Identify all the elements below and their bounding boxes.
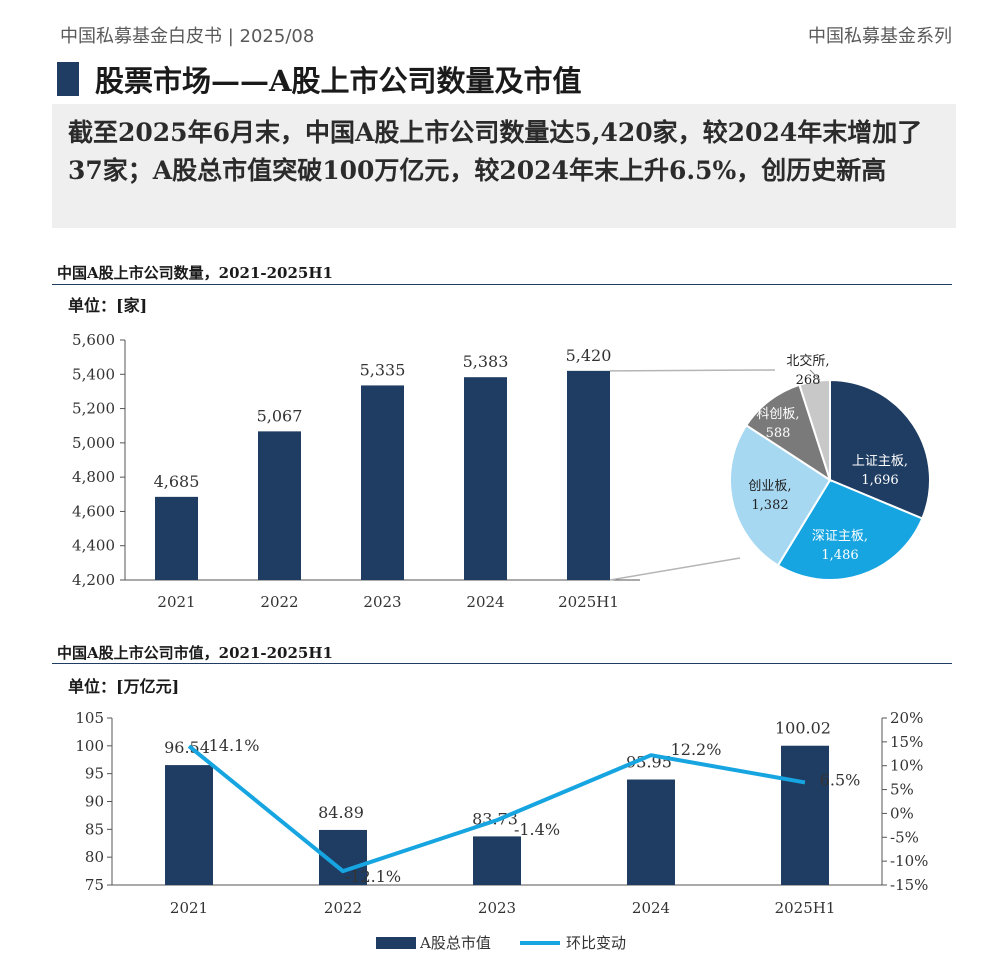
right-tick-label: 10% (890, 757, 923, 775)
y-tick-label: 5,200 (72, 400, 115, 418)
pie-slice (829, 378, 931, 520)
x-tick-label: 2024 (466, 593, 504, 611)
market-cap-label: 100.02 (775, 719, 831, 738)
pie-slice-name: 深证主板, (812, 529, 868, 544)
pie-slice-value: 268 (796, 373, 821, 388)
chart2-unit: 单位：[万亿元] (68, 677, 180, 696)
y-tick-label: 4,800 (72, 468, 115, 486)
chart2-divider (52, 663, 952, 664)
x-tick-label: 2024 (632, 899, 670, 917)
right-tick-label: -5% (890, 828, 919, 846)
market-cap-label: 84.89 (318, 803, 364, 822)
pie-slice (729, 423, 832, 567)
change-line (187, 744, 806, 874)
bar (155, 496, 198, 580)
pie-slice (776, 478, 924, 581)
chart1-divider (52, 284, 952, 285)
change-label: 6.5% (820, 770, 861, 789)
chart1-title: 中国A股上市公司数量，2021-2025H1 (57, 264, 333, 282)
legend-item-change: 环比变动 (520, 932, 626, 953)
market-cap-combo-chart: 75 80 85 90 95 100 105 -15% -10% -5% 0% 5% 10% 15% 20%… (75, 709, 928, 917)
right-tick-label: 20% (890, 709, 923, 727)
chart2-title: 中国A股上市公司市值，2021-2025H1 (57, 644, 333, 662)
x-tick-label: 2025H1 (775, 899, 836, 917)
market-cap-label: 96.54 (164, 738, 210, 757)
title-accent-bar (57, 62, 79, 96)
pie-slice-name: 北交所, (786, 353, 829, 369)
header-report-title: 中国私募基金白皮书 | 2025/08 (60, 26, 315, 47)
bar-value-label: 5,420 (566, 346, 612, 365)
x-tick-label: 2022 (324, 899, 362, 917)
y-tick-label: 4,200 (72, 571, 115, 589)
change-label: 12.2% (671, 740, 722, 759)
pie-slice-value: 1,486 (821, 548, 858, 563)
right-tick-label: -10% (890, 852, 928, 870)
chart1-unit: 单位：[家] (68, 296, 148, 315)
pie-slice-value: 1,382 (751, 498, 788, 513)
left-tick-label: 100 (75, 737, 104, 755)
page-title: 股票市场——A股上市公司数量及市值 (95, 64, 582, 98)
y-tick-label: 5,600 (72, 331, 115, 349)
legend-bar-swatch (376, 936, 416, 949)
legend-label-market-cap: A股总市值 (420, 934, 491, 952)
market-cap-bar (781, 745, 829, 885)
y-tick-label: 4,400 (72, 537, 115, 555)
left-tick-label: 105 (75, 709, 104, 727)
pie-slice-name: 科创板, (756, 407, 799, 422)
x-tick-label: 2023 (478, 899, 516, 917)
bar (464, 377, 507, 580)
bar (361, 385, 404, 580)
y-tick-label: 5,400 (72, 365, 115, 383)
pie-slice-name: 创业板, (748, 479, 791, 494)
bar (567, 370, 610, 580)
connector-line-bottom (609, 557, 741, 581)
change-label: -1.4% (514, 820, 560, 839)
market-cap-bar (627, 779, 675, 885)
pie-slice (798, 378, 831, 481)
pie-leader-line (809, 369, 821, 381)
y-tick-label: 5,000 (72, 434, 115, 452)
x-tick-label: 2023 (363, 593, 401, 611)
y-tick-label: 4,600 (72, 502, 115, 520)
market-cap-bar (473, 836, 521, 885)
change-label: -12.1% (345, 867, 401, 886)
pie-slice-value: 1,696 (861, 473, 898, 488)
left-tick-label: 95 (85, 765, 104, 783)
x-tick-label: 2025H1 (558, 593, 619, 611)
pie-slice-name: 上证主板, (852, 454, 908, 469)
chart2-legend: A股总市值 环比变动 (0, 932, 1000, 954)
pie-slice-value: 588 (766, 426, 791, 441)
left-tick-label: 85 (85, 820, 104, 838)
right-tick-label: 15% (890, 733, 923, 751)
count-bar-chart: 4,200 4,400 4,600 4,800 5,000 5,200 5,400 5,600… (72, 331, 931, 611)
change-label: 14.1% (209, 736, 260, 755)
legend-line-swatch (520, 940, 560, 945)
bar-value-label: 5,335 (360, 360, 406, 379)
pie-slice (744, 383, 832, 483)
left-tick-label: 90 (85, 793, 104, 811)
bar-value-label: 4,685 (154, 472, 200, 491)
legend-item-market-cap: A股总市值 (376, 932, 491, 953)
header-series-name: 中国私募基金系列 (808, 26, 952, 47)
x-tick-label: 2021 (170, 899, 208, 917)
left-tick-label: 80 (85, 848, 104, 866)
market-cap-bar (165, 765, 213, 885)
legend-label-change: 环比变动 (566, 934, 627, 952)
right-tick-label: -15% (890, 876, 928, 894)
bar-value-label: 5,383 (463, 352, 509, 371)
connector-line-top (609, 369, 776, 372)
bar-value-label: 5,067 (257, 406, 303, 425)
right-tick-label: 5% (890, 781, 914, 799)
right-tick-label: 0% (890, 804, 914, 822)
x-tick-label: 2022 (260, 593, 298, 611)
x-tick-label: 2021 (157, 593, 195, 611)
left-tick-label: 75 (85, 876, 104, 894)
summary-box: 截至2025年6月末，中国A股上市公司数量达5,420家，较2024年末增加了3… (52, 104, 956, 228)
bar (258, 431, 301, 580)
